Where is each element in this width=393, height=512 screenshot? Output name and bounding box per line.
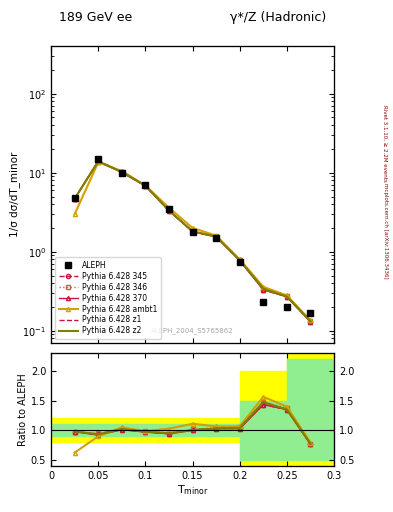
Pythia 6.428 370 [190, 228, 195, 234]
Text: ALEPH_2004_S5765862: ALEPH_2004_S5765862 [151, 327, 234, 334]
Pythia 6.428 346 [143, 182, 148, 188]
ALEPH [167, 206, 171, 212]
ALEPH [214, 235, 219, 241]
Pythia 6.428 370 [143, 183, 148, 189]
Text: γ*/Z (Hadronic): γ*/Z (Hadronic) [230, 11, 326, 25]
Pythia 6.428 z1 [119, 169, 124, 175]
ALEPH [96, 156, 101, 162]
Pythia 6.428 z1 [261, 286, 266, 292]
Pythia 6.428 ambt1 [285, 292, 289, 298]
Pythia 6.428 ambt1 [96, 159, 101, 165]
Pythia 6.428 346 [190, 228, 195, 234]
Line: Pythia 6.428 ambt1: Pythia 6.428 ambt1 [73, 160, 312, 323]
Pythia 6.428 345 [167, 208, 171, 214]
Pythia 6.428 ambt1 [119, 168, 124, 174]
Pythia 6.428 z2 [285, 293, 289, 300]
ALEPH [119, 169, 124, 176]
Pythia 6.428 345 [214, 233, 219, 240]
Pythia 6.428 ambt1 [167, 205, 171, 211]
ALEPH [190, 228, 195, 234]
Pythia 6.428 ambt1 [308, 317, 313, 324]
Pythia 6.428 z2 [261, 286, 266, 292]
Pythia 6.428 346 [285, 293, 289, 299]
Pythia 6.428 370 [167, 208, 171, 214]
ALEPH [143, 182, 148, 188]
Pythia 6.428 ambt1 [237, 257, 242, 263]
Pythia 6.428 345 [190, 228, 195, 234]
Pythia 6.428 346 [237, 257, 242, 263]
Pythia 6.428 346 [119, 169, 124, 175]
Pythia 6.428 z2 [190, 228, 195, 234]
ALEPH [237, 259, 242, 265]
Pythia 6.428 370 [96, 159, 101, 165]
Pythia 6.428 z1 [167, 207, 171, 214]
Y-axis label: Ratio to ALEPH: Ratio to ALEPH [18, 373, 28, 446]
Pythia 6.428 345 [96, 158, 101, 164]
Pythia 6.428 ambt1 [143, 182, 148, 188]
Line: ALEPH: ALEPH [72, 156, 313, 315]
Pythia 6.428 345 [143, 183, 148, 189]
Y-axis label: 1/σ dσ/dT_minor: 1/σ dσ/dT_minor [9, 152, 20, 237]
Pythia 6.428 345 [237, 257, 242, 263]
Pythia 6.428 z1 [96, 158, 101, 164]
Line: Pythia 6.428 z2: Pythia 6.428 z2 [75, 161, 310, 321]
Pythia 6.428 z2 [214, 233, 219, 240]
Text: mcplots.cern.ch [arXiv:1306.3436]: mcplots.cern.ch [arXiv:1306.3436] [383, 183, 387, 278]
Pythia 6.428 370 [237, 258, 242, 264]
Pythia 6.428 346 [214, 233, 219, 240]
Pythia 6.428 346 [96, 158, 101, 164]
Pythia 6.428 z1 [190, 228, 195, 234]
Pythia 6.428 z1 [214, 233, 219, 240]
Pythia 6.428 ambt1 [72, 211, 77, 217]
Pythia 6.428 ambt1 [214, 232, 219, 239]
Pythia 6.428 z2 [72, 196, 77, 202]
ALEPH [72, 195, 77, 201]
Pythia 6.428 z1 [143, 183, 148, 189]
Pythia 6.428 z1 [237, 257, 242, 263]
Pythia 6.428 z2 [237, 257, 242, 263]
Pythia 6.428 370 [72, 196, 77, 202]
Pythia 6.428 370 [285, 293, 289, 300]
Pythia 6.428 z1 [308, 318, 313, 324]
Line: Pythia 6.428 345: Pythia 6.428 345 [73, 159, 312, 324]
Pythia 6.428 345 [308, 318, 313, 325]
Pythia 6.428 z2 [96, 158, 101, 164]
Pythia 6.428 370 [214, 234, 219, 240]
Pythia 6.428 ambt1 [190, 225, 195, 231]
Pythia 6.428 346 [308, 318, 313, 324]
Text: Rivet 3.1.10, ≥ 2.2M events: Rivet 3.1.10, ≥ 2.2M events [383, 105, 387, 182]
Pythia 6.428 345 [72, 196, 77, 202]
Line: Pythia 6.428 z1: Pythia 6.428 z1 [75, 161, 310, 321]
Text: 189 GeV ee: 189 GeV ee [59, 11, 132, 25]
Pythia 6.428 346 [72, 196, 77, 202]
Pythia 6.428 346 [167, 207, 171, 214]
Pythia 6.428 z2 [167, 207, 171, 214]
Pythia 6.428 z2 [119, 169, 124, 175]
X-axis label: T$_{\rm minor}$: T$_{\rm minor}$ [177, 483, 208, 497]
Pythia 6.428 z1 [285, 293, 289, 300]
ALEPH [308, 310, 313, 316]
Pythia 6.428 ambt1 [261, 284, 266, 290]
ALEPH [285, 304, 289, 310]
Pythia 6.428 345 [285, 293, 289, 300]
Pythia 6.428 370 [261, 287, 266, 293]
Pythia 6.428 345 [119, 169, 124, 175]
Legend: ALEPH, Pythia 6.428 345, Pythia 6.428 346, Pythia 6.428 370, Pythia 6.428 ambt1,: ALEPH, Pythia 6.428 345, Pythia 6.428 34… [55, 257, 161, 339]
Pythia 6.428 370 [119, 169, 124, 176]
Pythia 6.428 z1 [72, 196, 77, 202]
Line: Pythia 6.428 346: Pythia 6.428 346 [73, 159, 312, 324]
Pythia 6.428 346 [261, 286, 266, 292]
Pythia 6.428 z2 [143, 183, 148, 189]
Line: Pythia 6.428 370: Pythia 6.428 370 [73, 160, 312, 324]
Pythia 6.428 370 [308, 318, 313, 325]
ALEPH [261, 299, 266, 305]
Pythia 6.428 345 [261, 287, 266, 293]
Pythia 6.428 z2 [308, 318, 313, 324]
